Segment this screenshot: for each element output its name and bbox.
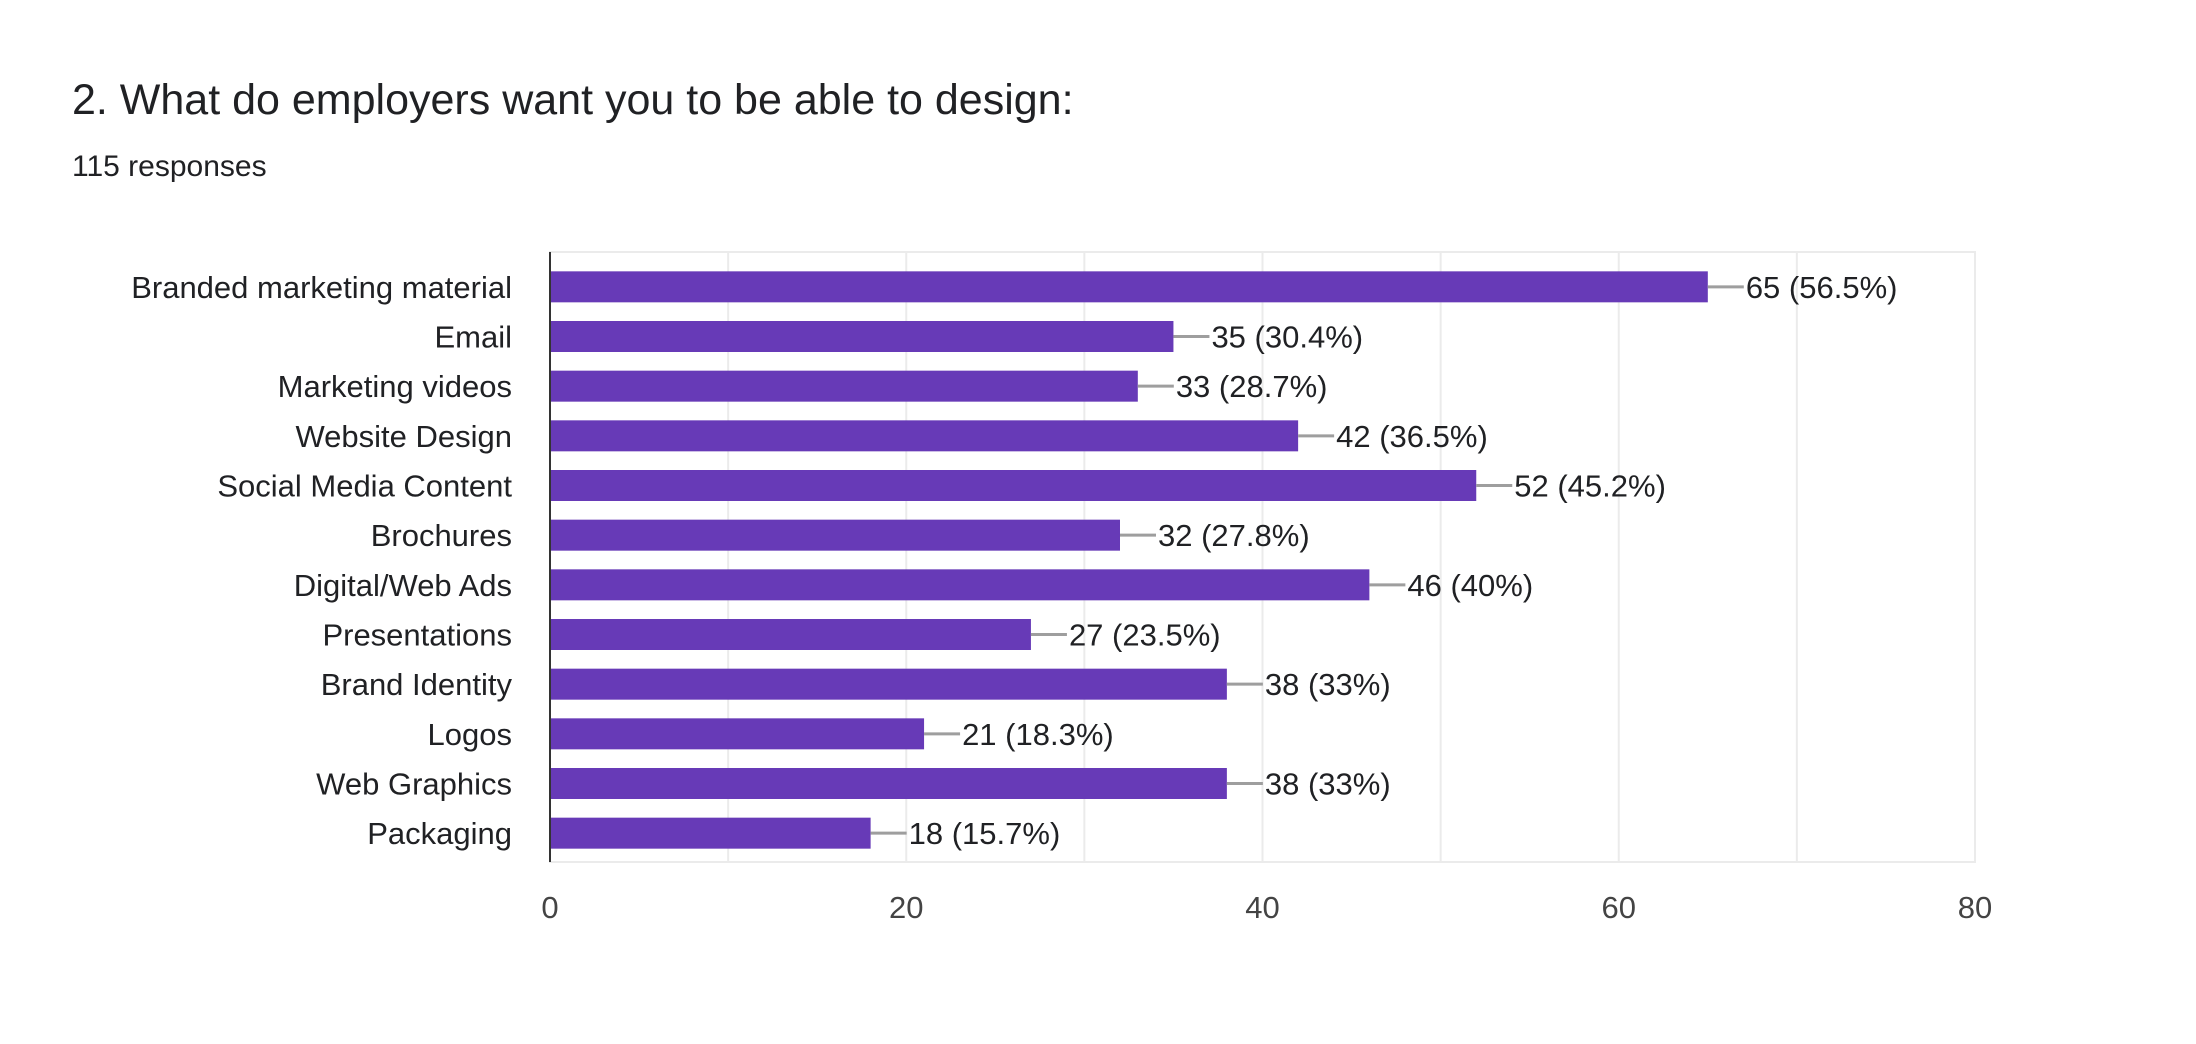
data-label: 32 (27.8%)	[1158, 518, 1310, 553]
category-label: Marketing videos	[278, 369, 512, 404]
category-label: Web Graphics	[316, 767, 512, 802]
bar	[550, 768, 1227, 799]
x-tick-label: 40	[1245, 890, 1279, 925]
bar	[550, 321, 1174, 352]
data-label: 46 (40%)	[1407, 568, 1533, 603]
category-label: Social Media Content	[217, 469, 512, 504]
chart-title: 2. What do employers want you to be able…	[72, 76, 1074, 124]
x-tick-label: 0	[541, 890, 558, 925]
x-tick-label: 80	[1958, 890, 1992, 925]
x-tick-label: 60	[1602, 890, 1636, 925]
bar	[550, 420, 1299, 452]
bar	[550, 668, 1227, 700]
data-label: 52 (45.2%)	[1514, 469, 1666, 504]
category-label: Digital/Web Ads	[294, 568, 512, 603]
category-label: Presentations	[322, 618, 512, 653]
category-label: Brand Identity	[321, 667, 513, 702]
data-label: 18 (15.7%)	[909, 816, 1061, 851]
data-label: 65 (56.5%)	[1746, 270, 1898, 305]
bar	[550, 370, 1138, 402]
bar	[550, 569, 1370, 601]
bar	[550, 817, 871, 849]
data-label: 21 (18.3%)	[962, 717, 1114, 752]
bar	[550, 619, 1031, 650]
data-label: 35 (30.4%)	[1211, 320, 1363, 355]
bar	[550, 470, 1477, 501]
x-tick-label: 20	[889, 890, 923, 925]
category-label: Branded marketing material	[131, 270, 512, 305]
category-label: Packaging	[367, 816, 512, 851]
bar	[550, 271, 1708, 303]
data-label: 38 (33%)	[1265, 667, 1391, 702]
data-label: 42 (36.5%)	[1336, 419, 1488, 454]
category-label: Brochures	[371, 518, 512, 553]
response-count: 115 responses	[72, 150, 267, 183]
data-label: 38 (33%)	[1265, 767, 1391, 802]
category-label: Logos	[428, 717, 512, 752]
bar	[550, 718, 925, 750]
bar	[550, 519, 1120, 551]
category-label: Email	[434, 320, 512, 355]
data-label: 27 (23.5%)	[1069, 618, 1221, 653]
category-label: Website Design	[295, 419, 512, 454]
data-label: 33 (28.7%)	[1176, 369, 1328, 404]
